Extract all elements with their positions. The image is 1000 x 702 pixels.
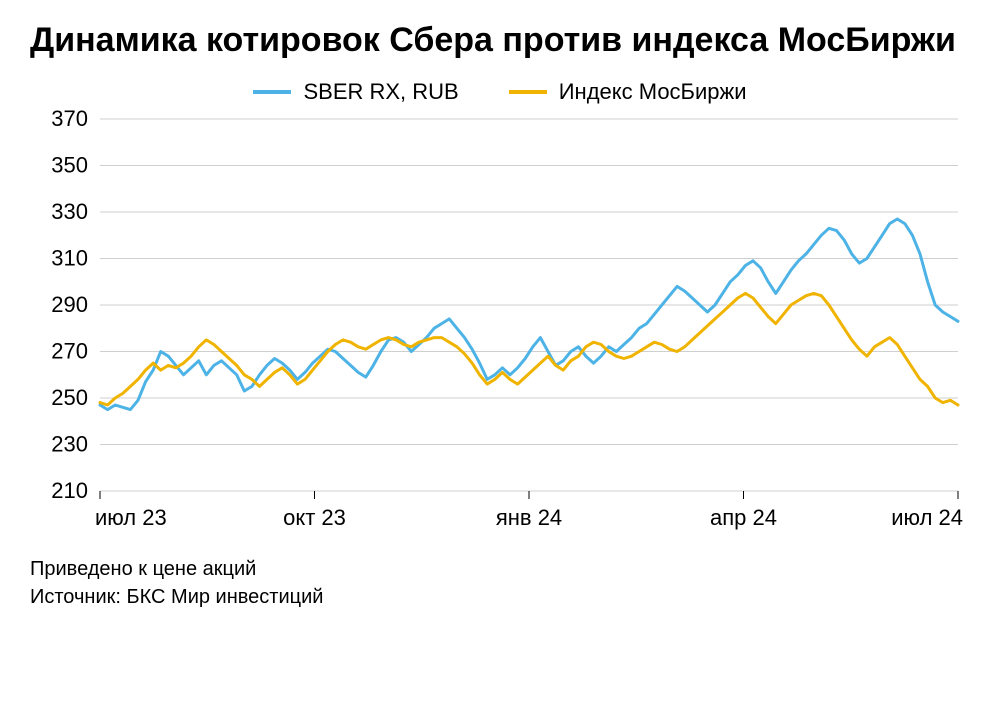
legend-label: Индекс МосБиржи xyxy=(559,79,747,105)
svg-text:330: 330 xyxy=(51,199,88,224)
svg-text:370: 370 xyxy=(51,109,88,131)
svg-text:310: 310 xyxy=(51,245,88,270)
svg-text:янв 24: янв 24 xyxy=(496,505,562,530)
svg-text:270: 270 xyxy=(51,338,88,363)
page-title: Динамика котировок Сбера против индекса … xyxy=(30,20,970,61)
chart-svg: 210 230 250 270 290 310 330 350 370 июл 23 окт 23 я… xyxy=(30,109,970,539)
svg-text:июл 23: июл 23 xyxy=(95,505,167,530)
svg-text:июл 24: июл 24 xyxy=(891,505,963,530)
legend-label: SBER RX, RUB xyxy=(303,79,458,105)
svg-text:апр 24: апр 24 xyxy=(710,505,777,530)
legend-swatch xyxy=(509,90,547,94)
footnote-line: Источник: БКС Мир инвестиций xyxy=(30,583,970,611)
line-chart: 210 230 250 270 290 310 330 350 370 июл 23 окт 23 я… xyxy=(30,109,970,539)
legend: SBER RX, RUB Индекс МосБиржи xyxy=(30,79,970,105)
legend-item-sber: SBER RX, RUB xyxy=(253,79,458,105)
svg-text:210: 210 xyxy=(51,478,88,503)
svg-text:230: 230 xyxy=(51,431,88,456)
footnote: Приведено к цене акций Источник: БКС Мир… xyxy=(30,555,970,611)
svg-text:350: 350 xyxy=(51,152,88,177)
svg-text:250: 250 xyxy=(51,385,88,410)
svg-text:290: 290 xyxy=(51,292,88,317)
legend-swatch xyxy=(253,90,291,94)
svg-text:окт 23: окт 23 xyxy=(283,505,346,530)
legend-item-moex: Индекс МосБиржи xyxy=(509,79,747,105)
footnote-line: Приведено к цене акций xyxy=(30,555,970,583)
